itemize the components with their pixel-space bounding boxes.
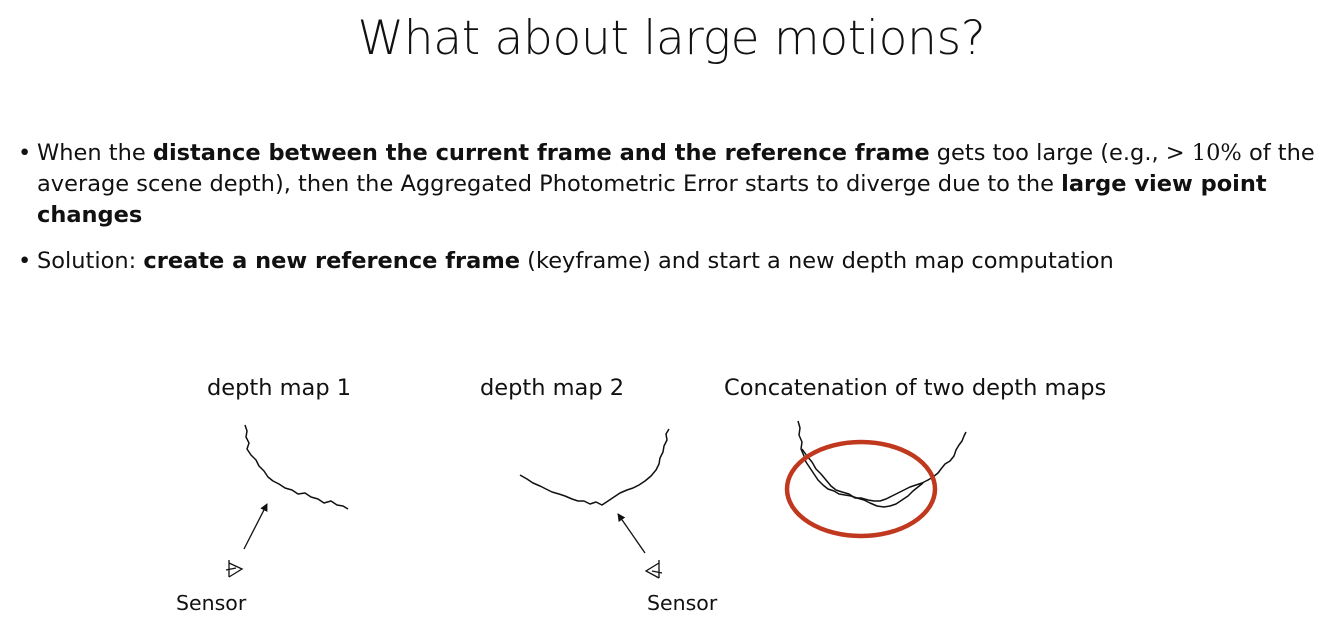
bullet-text-segment: When the (37, 140, 153, 166)
bullet-text-segment: (keyframe) and start a new depth map com… (520, 248, 1114, 274)
bullet-bold-text: large view point changes (37, 171, 1267, 228)
bullet-bold-text: create a new reference frame (143, 248, 521, 274)
bullet-text-segment: Solution: (37, 248, 144, 274)
concatenation-label: Concatenation of two depth maps (724, 375, 1107, 401)
slide-title: What about large motions? (357, 11, 986, 66)
sensor-2-arrow (617, 513, 646, 554)
depth-map-2-label: depth map 2 (480, 375, 625, 401)
depth-map-2-curve (519, 428, 670, 506)
bullet-text-segment: of the average scene depth), then the Ag… (37, 140, 1315, 197)
concatenated-curve-a (797, 420, 924, 508)
bullet-text-segment: gets too large (e.g., (929, 140, 1166, 166)
bullet-item: • When the distance between the current … (18, 138, 1323, 231)
sensor-label-2: Sensor (647, 591, 718, 615)
sensor-label-1: Sensor (176, 591, 247, 615)
math-expression: > 10% (1165, 140, 1242, 166)
bullet-marker: • (18, 248, 32, 274)
sensor-2-camera-icon (644, 560, 663, 579)
concatenated-curve-b (801, 431, 967, 502)
bullet-marker: • (18, 140, 32, 166)
depth-map-1-label: depth map 1 (207, 375, 352, 401)
bullet-bold-text: distance between the current frame and t… (152, 140, 930, 166)
sensor-1-camera-icon (225, 560, 244, 578)
bullet-item: • Solution: create a new reference frame… (18, 246, 1323, 277)
bullet-list: • When the distance between the current … (18, 138, 1323, 292)
sensor-1-arrow (243, 503, 268, 550)
depth-map-1-curve (244, 424, 349, 510)
overlap-highlight-ellipse (784, 439, 938, 539)
